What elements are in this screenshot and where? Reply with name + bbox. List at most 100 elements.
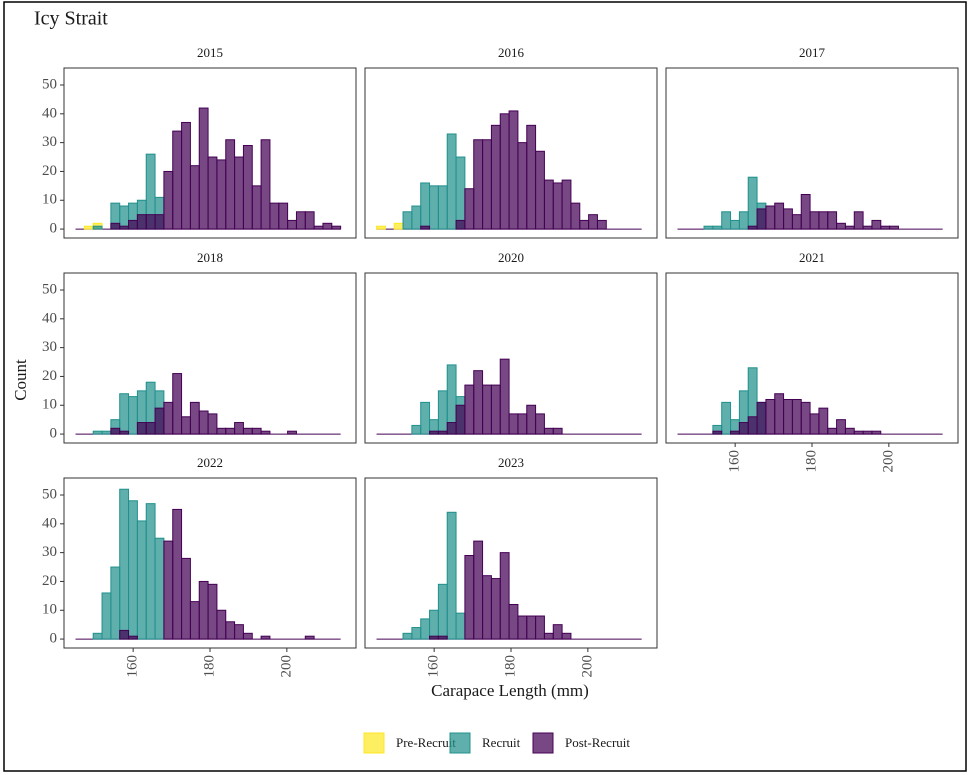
histogram-bar — [473, 370, 484, 435]
histogram-bar — [154, 214, 165, 230]
panel-border — [665, 67, 959, 239]
histogram-bar — [331, 225, 342, 230]
histogram-bar — [128, 219, 138, 230]
histogram-bar — [189, 601, 200, 640]
histogram-bar — [172, 508, 183, 640]
histogram-bar — [119, 430, 130, 435]
x-axis-label: Carapace Length (mm) — [431, 681, 589, 700]
histogram-bar — [429, 609, 439, 640]
histogram-bar — [437, 390, 448, 435]
histogram-bar — [322, 222, 333, 230]
x-tick-label: 160 — [727, 450, 743, 473]
histogram-bar — [154, 537, 165, 640]
histogram-bar — [800, 401, 811, 435]
legend-label: Post-Recruit — [565, 735, 630, 750]
histogram-bar — [242, 427, 253, 435]
histogram-bar — [260, 635, 271, 640]
strip-title: 2021 — [799, 250, 825, 265]
strip-title: 2023 — [498, 455, 524, 470]
histogram-bar — [738, 211, 749, 230]
histogram-bar — [455, 612, 466, 640]
histogram-bar — [119, 205, 130, 230]
x-tick-label: 160 — [125, 655, 141, 678]
strip-title: 2016 — [498, 45, 525, 60]
histogram-bar — [198, 107, 209, 230]
histogram-bar — [836, 419, 846, 435]
histogram-bar — [543, 632, 554, 640]
x-tick-label: 180 — [502, 655, 518, 678]
histogram-bar — [508, 603, 519, 640]
chart-title: Icy Strait — [34, 8, 108, 30]
histogram-bar — [145, 422, 156, 435]
histogram-bar — [464, 384, 475, 435]
y-tick-label: 10 — [42, 397, 57, 413]
histogram-bar — [260, 430, 271, 435]
histogram-bar — [721, 401, 732, 435]
legend-key — [532, 732, 554, 754]
histogram-bar — [791, 214, 802, 230]
histogram-bar — [402, 632, 413, 640]
histogram-bar — [429, 430, 439, 435]
histogram-bar — [535, 615, 545, 640]
histogram-bar — [535, 150, 545, 230]
y-tick-label: 20 — [42, 368, 57, 384]
histogram-bar — [83, 225, 94, 230]
histogram-bar — [260, 139, 271, 230]
histogram-bar — [482, 575, 492, 640]
histogram-bar — [499, 113, 510, 230]
histogram-bar — [783, 398, 793, 435]
histogram-bar — [473, 540, 484, 640]
histogram-bar — [119, 393, 130, 435]
histogram-bar — [517, 615, 528, 640]
y-tick-label: 30 — [42, 339, 57, 355]
histogram-bar — [818, 407, 829, 435]
histogram-bar — [552, 182, 563, 230]
histogram-bar — [189, 401, 200, 435]
histogram-bar — [756, 208, 767, 230]
histogram-bar — [110, 427, 121, 435]
histogram-bar — [119, 629, 130, 640]
histogram-bar — [561, 179, 572, 230]
histogram-bar — [411, 627, 422, 640]
histogram-bar — [287, 219, 297, 230]
y-tick-label: 10 — [42, 602, 57, 618]
histogram-bar — [853, 430, 864, 435]
legend-key — [449, 732, 471, 754]
histogram-bar — [429, 185, 439, 230]
histogram-bar — [145, 503, 156, 640]
histogram-bar — [216, 427, 227, 435]
histogram-bar — [552, 427, 563, 435]
histogram-bar — [844, 225, 855, 230]
histogram-bar — [304, 211, 315, 230]
histogram-bar — [535, 413, 545, 435]
histogram-bar — [172, 373, 183, 435]
histogram-bar — [508, 110, 519, 230]
strip-title: 2020 — [498, 250, 524, 265]
histogram-bar — [570, 202, 581, 230]
strip-title: 2018 — [197, 250, 223, 265]
y-tick-label: 0 — [50, 221, 58, 237]
histogram-bar — [181, 557, 191, 640]
histogram-bar — [818, 211, 829, 230]
legend-label: Recruit — [482, 735, 521, 750]
histogram-bar — [110, 566, 121, 640]
panel-border — [364, 272, 658, 444]
histogram-bar — [482, 139, 492, 230]
histogram-bar — [738, 422, 749, 435]
histogram-bar — [853, 211, 864, 230]
histogram-bar — [827, 427, 838, 435]
histogram-bar — [880, 225, 891, 230]
histogram-bar — [862, 225, 873, 230]
histogram-bar — [730, 430, 740, 435]
y-axis-label: Count — [11, 359, 30, 401]
histogram-bar — [136, 520, 147, 640]
y-tick-label: 20 — [42, 573, 57, 589]
histogram-bar — [809, 211, 820, 230]
y-tick-label: 0 — [50, 426, 58, 442]
histogram-bar — [596, 219, 607, 230]
y-tick-label: 20 — [42, 163, 57, 179]
histogram-bar — [482, 384, 492, 435]
x-tick-label: 200 — [579, 655, 595, 678]
histogram-bar — [242, 632, 253, 640]
histogram-bar — [181, 121, 191, 230]
